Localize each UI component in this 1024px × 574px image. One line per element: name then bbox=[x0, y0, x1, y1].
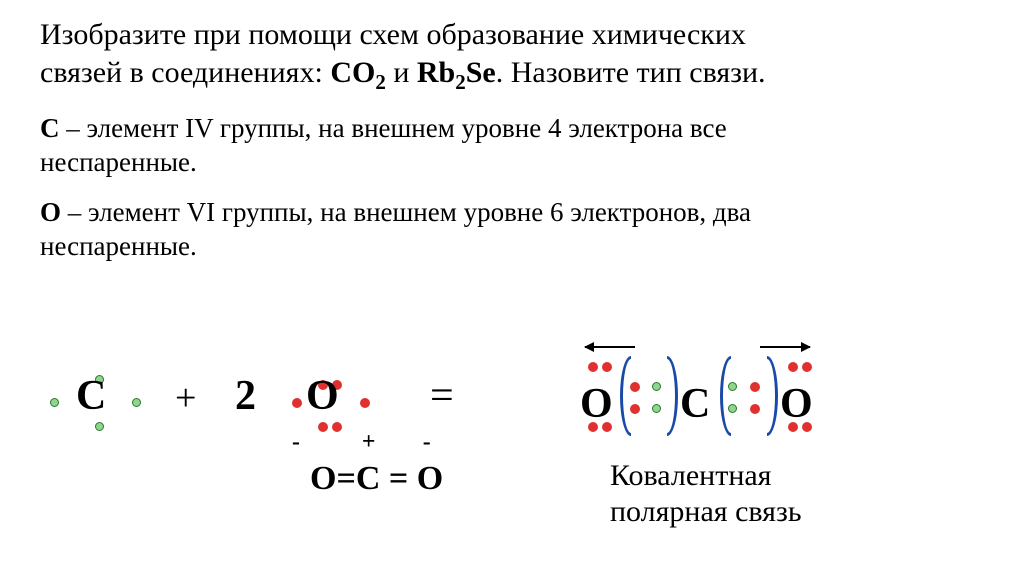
sf-O2-wrap: O- bbox=[417, 460, 443, 497]
electron-dot bbox=[788, 422, 798, 432]
electron-dot bbox=[602, 362, 612, 372]
p1-elem: С bbox=[40, 113, 60, 143]
electron-dot bbox=[750, 382, 760, 392]
electron-dot bbox=[332, 422, 342, 432]
sf-eq1: = bbox=[336, 460, 355, 497]
sf-C: C bbox=[356, 460, 381, 497]
bond-type-label: Ковалентная полярная связь bbox=[610, 458, 802, 530]
lewis-diagram: С + 2 О = О С О O=C+ = O- - Ковалентная по… bbox=[40, 350, 984, 530]
electron-dot bbox=[588, 422, 598, 432]
electron-dot bbox=[602, 422, 612, 432]
title-line-2: связей в соединениях: СО2 и Rb2Se. Назов… bbox=[40, 54, 984, 95]
t2e: Se bbox=[466, 56, 496, 89]
electron-dot bbox=[630, 404, 640, 414]
t2d: Rb bbox=[417, 56, 455, 89]
para2-line1: О – элемент VI группы, на внешнем уровне… bbox=[40, 196, 984, 230]
bond-arc bbox=[620, 356, 642, 436]
bond-arc bbox=[756, 356, 778, 436]
t2a: связей в соединениях: bbox=[40, 56, 330, 89]
polarity-arrow bbox=[585, 346, 635, 348]
para1-line1: С – элемент IV группы, на внешнем уровне… bbox=[40, 112, 984, 146]
sf-C-wrap: C+ bbox=[356, 460, 381, 497]
title-line-1: Изобразите при помощи схем образование х… bbox=[40, 16, 984, 54]
coeff-two: 2 bbox=[235, 372, 256, 420]
electron-dot bbox=[802, 362, 812, 372]
t2sub2: 2 bbox=[455, 70, 466, 94]
electron-dot bbox=[50, 398, 59, 407]
para2-line2: неспаренные. bbox=[40, 230, 984, 264]
bond-l2: полярная связь bbox=[610, 495, 802, 528]
electron-dot bbox=[132, 398, 141, 407]
atom-label: О bbox=[580, 380, 613, 428]
p1-rest: – элемент IV группы, на внешнем уровне 4… bbox=[60, 113, 727, 143]
t2sub1: 2 bbox=[375, 70, 386, 94]
t2c: и bbox=[386, 56, 417, 89]
electron-dot bbox=[652, 382, 661, 391]
p2-rest: – элемент VI группы, на внешнем уровне 6… bbox=[61, 197, 751, 227]
sf-O2: O bbox=[417, 460, 443, 497]
bond-arc bbox=[720, 356, 742, 436]
p2-elem: О bbox=[40, 197, 61, 227]
electron-dot bbox=[630, 382, 640, 392]
electron-dot bbox=[318, 422, 328, 432]
bond-arc bbox=[656, 356, 678, 436]
polarity-arrow bbox=[760, 346, 810, 348]
electron-dot bbox=[802, 422, 812, 432]
atom-label: С bbox=[680, 380, 710, 428]
structural-formula: O=C+ = O- - bbox=[310, 460, 443, 498]
electron-dot bbox=[588, 362, 598, 372]
sf-O1: O bbox=[310, 460, 336, 497]
bond-l1: Ковалентная bbox=[610, 459, 771, 492]
electron-dot bbox=[95, 422, 104, 431]
t2f: . Назовите тип связи. bbox=[496, 56, 766, 89]
t2b: СО bbox=[330, 56, 375, 89]
plus-sign: + bbox=[175, 376, 196, 420]
electron-dot bbox=[360, 398, 370, 408]
electron-dot bbox=[788, 362, 798, 372]
atom-label: О bbox=[780, 380, 813, 428]
electron-dot bbox=[292, 398, 302, 408]
atom-O-label: О bbox=[306, 372, 339, 420]
para1-line2: неспаренные. bbox=[40, 146, 984, 180]
atom-C-label: С bbox=[76, 372, 106, 420]
electron-dot bbox=[652, 404, 661, 413]
electron-dot bbox=[750, 404, 760, 414]
equals-sign: = bbox=[430, 372, 454, 420]
sf-eq2: = bbox=[389, 460, 408, 497]
